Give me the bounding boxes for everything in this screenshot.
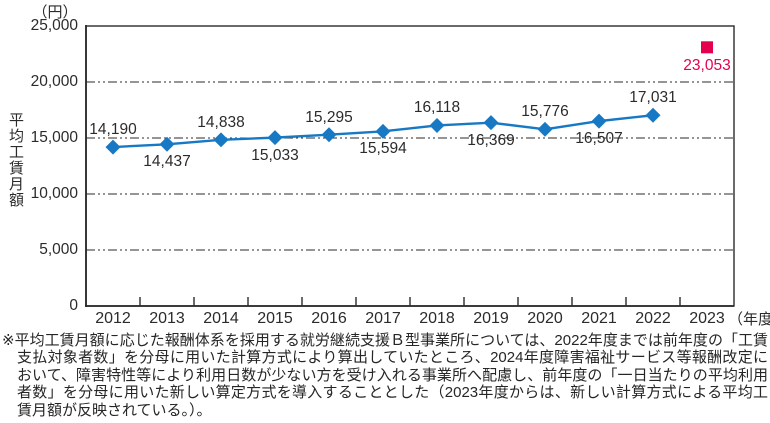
x-tick-label-2014: 2014 xyxy=(203,310,239,327)
diamond-marker xyxy=(483,115,499,131)
diamond-marker xyxy=(591,113,607,129)
x-tick-label-2023: 2023 xyxy=(689,310,725,327)
data-label-2021: 16,507 xyxy=(575,130,623,148)
data-label-2019: 16,369 xyxy=(467,131,515,149)
diamond-marker xyxy=(375,123,391,139)
data-label-2013: 14,437 xyxy=(143,153,191,171)
x-axis-unit-label: （年度） xyxy=(728,311,770,328)
x-tick-label-2015: 2015 xyxy=(257,310,293,327)
data-label-2014: 14,838 xyxy=(197,113,245,131)
y-tick-label-20000: 20,000 xyxy=(30,73,78,90)
diamond-marker xyxy=(213,132,229,148)
y-tick-label-5000: 5,000 xyxy=(39,241,78,258)
data-label-2020: 15,776 xyxy=(521,103,569,121)
data-label-2022: 17,031 xyxy=(629,89,677,107)
x-tick-label-2013: 2013 xyxy=(149,310,185,327)
x-tick-label-2019: 2019 xyxy=(473,310,509,327)
x-tick-label-2022: 2022 xyxy=(635,310,671,327)
y-tick-label-25000: 25,000 xyxy=(30,17,78,34)
data-label-2017: 15,594 xyxy=(359,140,407,158)
y-tick-label-10000: 10,000 xyxy=(30,185,78,202)
data-label-2018: 16,118 xyxy=(413,99,461,117)
diamond-marker xyxy=(645,107,661,123)
square-marker xyxy=(701,41,713,54)
x-tick-label-2020: 2020 xyxy=(527,310,563,327)
diamond-marker xyxy=(105,139,121,155)
x-tick-label-2012: 2012 xyxy=(95,310,131,327)
data-label-2015: 15,033 xyxy=(251,146,299,164)
y-axis-unit-label: （円） xyxy=(32,4,78,21)
y-tick-label-0: 0 xyxy=(69,297,78,314)
x-tick-label-2021: 2021 xyxy=(581,310,617,327)
y-axis-title: 平均工賃月額 xyxy=(7,112,24,208)
diamond-marker xyxy=(429,117,445,133)
footnote-text: ※平均工賃月額に応じた報酬体系を採用する就労継続支援Ｂ型事業所については、202… xyxy=(2,332,768,419)
x-tick-label-2018: 2018 xyxy=(419,310,455,327)
x-tick-label-2016: 2016 xyxy=(311,310,347,327)
data-label-2012: 14,190 xyxy=(89,121,137,139)
diamond-marker xyxy=(537,121,553,137)
y-tick-label-15000: 15,000 xyxy=(30,129,78,146)
data-label-2023: 23,053 xyxy=(683,56,731,74)
diamond-marker xyxy=(321,127,337,143)
diamond-marker xyxy=(267,130,283,146)
data-label-2016: 15,295 xyxy=(305,108,353,126)
x-tick-label-2017: 2017 xyxy=(365,310,401,327)
diamond-marker xyxy=(159,136,175,152)
